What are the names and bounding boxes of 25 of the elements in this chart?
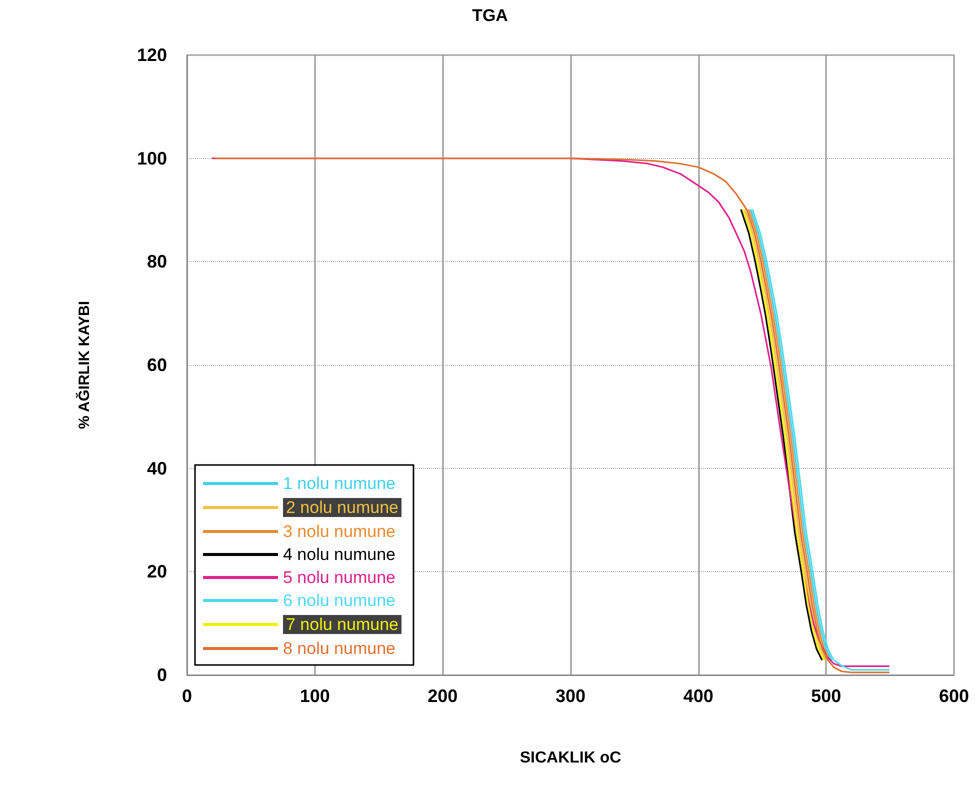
y-tick-label: 80	[146, 252, 167, 272]
y-tick-label: 0	[156, 665, 167, 685]
y-tick-label: 100	[136, 148, 167, 168]
x-tick-label: 400	[683, 686, 714, 706]
legend-label: 8 nolu numune	[283, 639, 396, 658]
y-tick-label: 20	[146, 562, 167, 582]
x-tick-label: 600	[938, 686, 970, 706]
chart-title: TGA	[472, 6, 508, 25]
x-tick-label: 300	[555, 686, 586, 706]
legend-label: 5 nolu numune	[283, 568, 396, 587]
legend-label: 6 nolu numune	[283, 591, 396, 610]
x-tick-label: 100	[300, 686, 330, 706]
y-axis-title: % AĞIRLIK KAYBI	[75, 300, 93, 430]
legend-label: 1 nolu numune	[283, 474, 396, 493]
y-tick-label: 40	[146, 458, 167, 478]
x-tick-label: 200	[428, 686, 458, 706]
y-tick-label: 120	[136, 45, 167, 65]
x-tick-label: 0	[182, 686, 192, 706]
legend-label: 7 nolu numune	[286, 615, 398, 634]
legend-label: 3 nolu numune	[283, 522, 396, 541]
x-axis-title: SICAKLIK oC	[520, 750, 622, 766]
legend-label: 4 nolu numune	[283, 545, 396, 564]
y-tick-label: 60	[146, 355, 167, 375]
legend-label: 2 nolu numune	[286, 498, 398, 517]
x-tick-label: 500	[811, 686, 842, 706]
